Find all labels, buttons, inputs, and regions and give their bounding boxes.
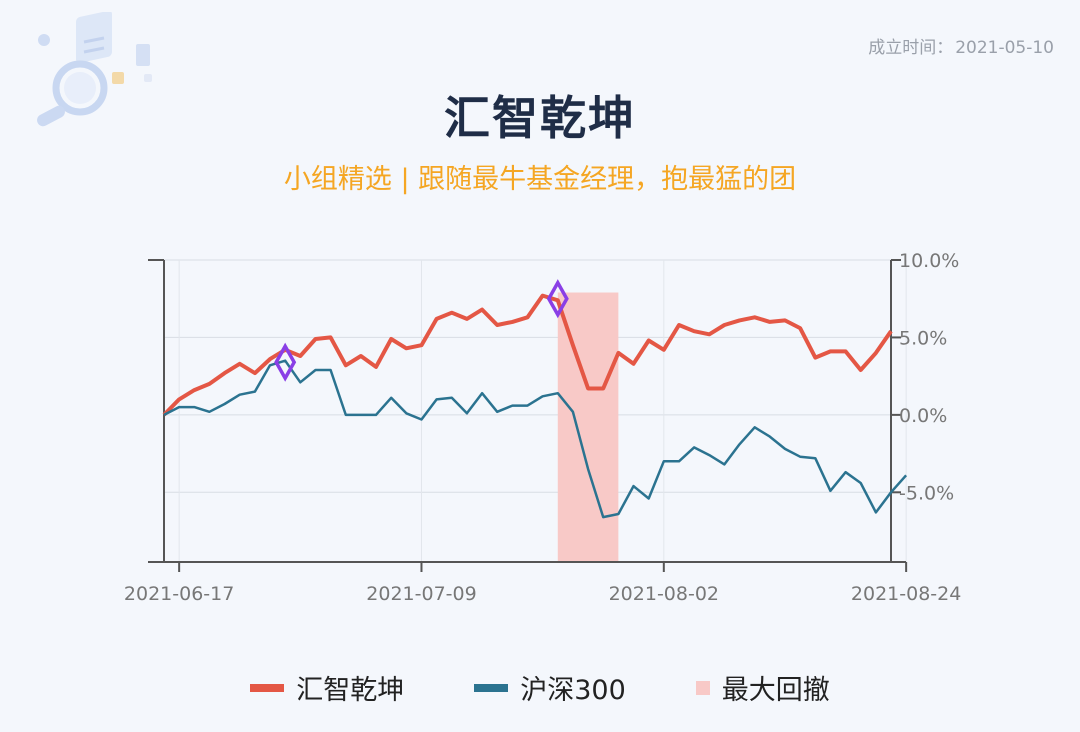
x-tick-label-0: 2021-06-17 bbox=[124, 583, 234, 605]
y-tick-label-0: 10.0% bbox=[899, 250, 959, 272]
legend-swatch-drawdown bbox=[695, 680, 710, 695]
chart-legend: 汇智乾坤 沪深300 最大回撤 bbox=[0, 668, 1080, 707]
diamond-marker-icon-0 bbox=[274, 342, 297, 382]
y-tick-label-3: -5.0% bbox=[899, 482, 954, 504]
series-line-0 bbox=[162, 293, 893, 417]
y-tick-label-1: 5.0% bbox=[899, 327, 947, 349]
page-title: 汇智乾坤 bbox=[444, 91, 636, 145]
legend-swatch-fund bbox=[250, 683, 285, 692]
legend-label-drawdown: 最大回撤 bbox=[721, 675, 830, 706]
series-line-1 bbox=[163, 359, 908, 519]
diamond-marker-icon-1 bbox=[546, 279, 569, 319]
legend-label-index: 沪深300 bbox=[520, 675, 626, 706]
establish-date-label: 成立时间： bbox=[868, 38, 954, 58]
y-tick-label-2: 0.0% bbox=[899, 405, 947, 427]
establish-date-value: 2021-05-10 bbox=[955, 38, 1054, 58]
x-tick-label-2: 2021-08-02 bbox=[609, 583, 719, 605]
magnifier-document-icon bbox=[37, 12, 152, 127]
legend-item-drawdown: 最大回撤 bbox=[695, 668, 830, 707]
establish-date: 成立时间： 2021-05-10 bbox=[866, 33, 1054, 58]
legend-swatch-index bbox=[474, 683, 509, 692]
page-subtitle: 小组精选 | 跟随最牛基金经理，抱最猛的团 bbox=[283, 164, 797, 195]
performance-chart: 10.0% 5.0% 0.0% -5.0% 2021-06-17 2021-07-09 20… bbox=[124, 250, 961, 605]
x-tick-label-3: 2021-08-24 bbox=[851, 583, 961, 605]
x-tick-label-1: 2021-07-09 bbox=[366, 583, 476, 605]
legend-label-fund: 汇智乾坤 bbox=[296, 675, 405, 706]
legend-item-fund: 汇智乾坤 bbox=[250, 668, 404, 707]
legend-item-index: 沪深300 bbox=[474, 668, 626, 707]
